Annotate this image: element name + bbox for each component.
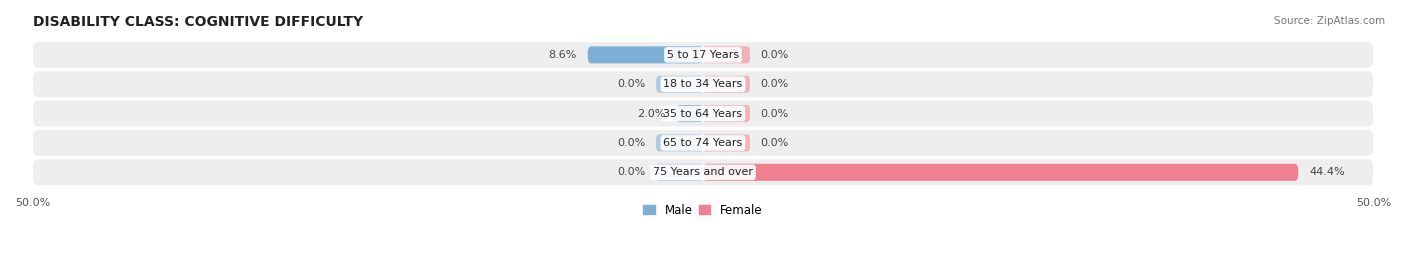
Text: 0.0%: 0.0% [761, 109, 789, 119]
FancyBboxPatch shape [703, 134, 749, 151]
Text: 8.6%: 8.6% [548, 50, 576, 60]
FancyBboxPatch shape [32, 159, 1374, 185]
Text: 0.0%: 0.0% [761, 138, 789, 148]
FancyBboxPatch shape [32, 71, 1374, 97]
Text: 0.0%: 0.0% [617, 138, 645, 148]
Text: 0.0%: 0.0% [761, 50, 789, 60]
Legend: Male, Female: Male, Female [638, 199, 768, 222]
Text: 0.0%: 0.0% [761, 79, 789, 89]
Text: 0.0%: 0.0% [617, 167, 645, 177]
FancyBboxPatch shape [32, 130, 1374, 156]
Text: 65 to 74 Years: 65 to 74 Years [664, 138, 742, 148]
Text: 5 to 17 Years: 5 to 17 Years [666, 50, 740, 60]
Text: 18 to 34 Years: 18 to 34 Years [664, 79, 742, 89]
FancyBboxPatch shape [703, 46, 749, 63]
FancyBboxPatch shape [703, 164, 1298, 181]
FancyBboxPatch shape [32, 101, 1374, 126]
Text: 0.0%: 0.0% [617, 79, 645, 89]
FancyBboxPatch shape [703, 76, 749, 93]
FancyBboxPatch shape [657, 164, 703, 181]
FancyBboxPatch shape [657, 76, 703, 93]
FancyBboxPatch shape [32, 42, 1374, 68]
FancyBboxPatch shape [588, 46, 703, 63]
FancyBboxPatch shape [676, 105, 703, 122]
FancyBboxPatch shape [657, 134, 703, 151]
Text: 2.0%: 2.0% [637, 109, 665, 119]
FancyBboxPatch shape [703, 105, 749, 122]
Text: 75 Years and over: 75 Years and over [652, 167, 754, 177]
Text: Source: ZipAtlas.com: Source: ZipAtlas.com [1274, 16, 1385, 26]
Text: 35 to 64 Years: 35 to 64 Years [664, 109, 742, 119]
Text: 44.4%: 44.4% [1309, 167, 1344, 177]
Text: DISABILITY CLASS: COGNITIVE DIFFICULTY: DISABILITY CLASS: COGNITIVE DIFFICULTY [32, 15, 363, 29]
